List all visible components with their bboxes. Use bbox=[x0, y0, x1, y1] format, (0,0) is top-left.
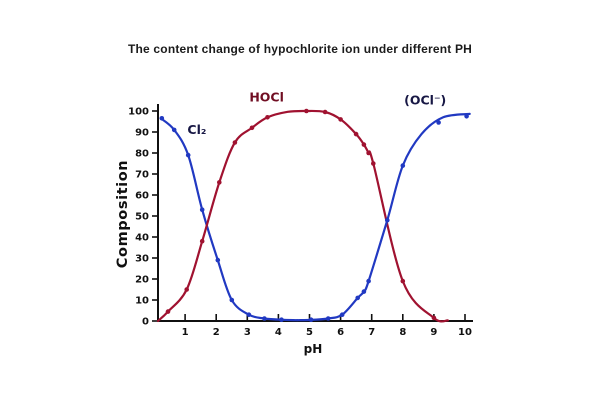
ocl-point bbox=[339, 312, 345, 318]
hocl-point bbox=[199, 238, 205, 244]
cl2-point bbox=[229, 297, 235, 303]
cl2-point bbox=[215, 257, 221, 263]
x-tick-label-10: 10 bbox=[458, 327, 472, 338]
x-tick-label-6: 6 bbox=[337, 327, 344, 338]
cl2-point bbox=[262, 316, 267, 321]
cl2-point bbox=[171, 127, 177, 133]
cl2-curve bbox=[159, 117, 299, 322]
ocl-point bbox=[464, 114, 469, 119]
hocl-point bbox=[217, 180, 222, 185]
x-tick-label-3: 3 bbox=[244, 327, 251, 338]
hocl-point bbox=[232, 140, 238, 145]
hocl-point bbox=[400, 278, 406, 284]
ocl-point bbox=[436, 120, 441, 125]
hocl-point bbox=[361, 142, 367, 147]
y-tick-label-30: 30 bbox=[135, 254, 149, 265]
ocl-point bbox=[308, 317, 314, 323]
y-tick-label-50: 50 bbox=[135, 212, 149, 223]
x-tick-label-7: 7 bbox=[368, 327, 375, 338]
hocl-point bbox=[184, 287, 189, 292]
y-tick-label-70: 70 bbox=[135, 170, 149, 181]
cl2-point bbox=[185, 152, 191, 158]
hocl-label: HOCl bbox=[249, 90, 284, 105]
y-tick-label-20: 20 bbox=[135, 275, 149, 286]
chart-title: The content change of hypochlorite ion u… bbox=[127, 42, 473, 56]
hocl-point bbox=[304, 108, 309, 114]
y-tick-label-0: 0 bbox=[142, 317, 149, 328]
x-axis-label: pH bbox=[304, 342, 323, 356]
y-axis-label: Composition bbox=[115, 160, 131, 268]
x-tick-label-9: 9 bbox=[430, 327, 437, 338]
y-tick-label-10: 10 bbox=[135, 296, 149, 307]
ocl-point bbox=[325, 316, 331, 321]
cl2-point bbox=[159, 116, 165, 121]
x-tick-label-5: 5 bbox=[306, 327, 313, 338]
ocl-point bbox=[361, 289, 367, 294]
hocl-point bbox=[249, 125, 255, 131]
hocl-point bbox=[265, 115, 270, 120]
hocl-point bbox=[353, 131, 359, 137]
y-tick-label-90: 90 bbox=[135, 128, 149, 139]
cl2-point bbox=[279, 317, 284, 323]
ocl-curve bbox=[296, 112, 471, 322]
x-tick-label-2: 2 bbox=[213, 327, 220, 338]
ocl-point bbox=[385, 217, 390, 223]
ocl-label: (OCl⁻) bbox=[404, 93, 446, 108]
hocl-point bbox=[431, 315, 437, 321]
hocl-point bbox=[338, 117, 343, 122]
y-tick-label-40: 40 bbox=[135, 233, 149, 244]
y-tick-label-80: 80 bbox=[135, 149, 149, 160]
x-tick-label-1: 1 bbox=[182, 327, 189, 338]
y-tick-label-100: 100 bbox=[128, 107, 149, 118]
hocl-point bbox=[371, 161, 376, 166]
cl2-point bbox=[246, 312, 252, 318]
cl2-point bbox=[199, 207, 205, 212]
x-tick-label-4: 4 bbox=[275, 327, 282, 338]
hocl-curve bbox=[156, 109, 449, 323]
hocl-point bbox=[165, 309, 171, 314]
ocl-point bbox=[400, 163, 406, 168]
ocl-point bbox=[355, 295, 361, 301]
y-tick-label-60: 60 bbox=[135, 191, 149, 202]
x-tick-label-8: 8 bbox=[399, 327, 406, 338]
ocl-point bbox=[366, 278, 371, 284]
cl2-label: Cl₂ bbox=[187, 122, 206, 137]
hocl-point bbox=[322, 109, 328, 115]
hocl-point bbox=[366, 150, 371, 156]
